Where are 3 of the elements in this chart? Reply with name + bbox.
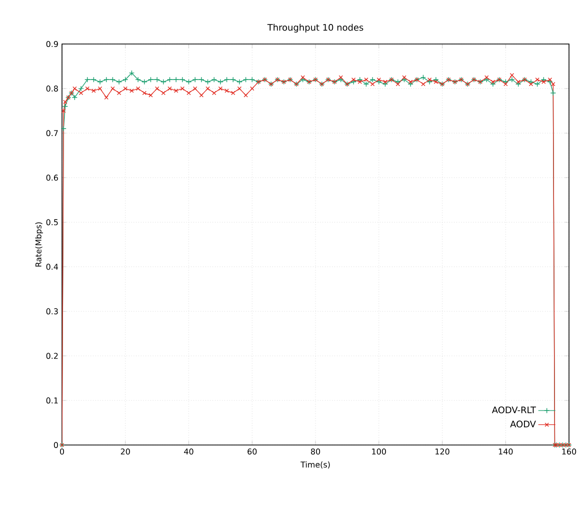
legend-label: AODV-RLT <box>492 406 536 414</box>
legend-label: AODV <box>510 420 536 428</box>
chart-title: Throughput 10 nodes <box>267 24 364 33</box>
